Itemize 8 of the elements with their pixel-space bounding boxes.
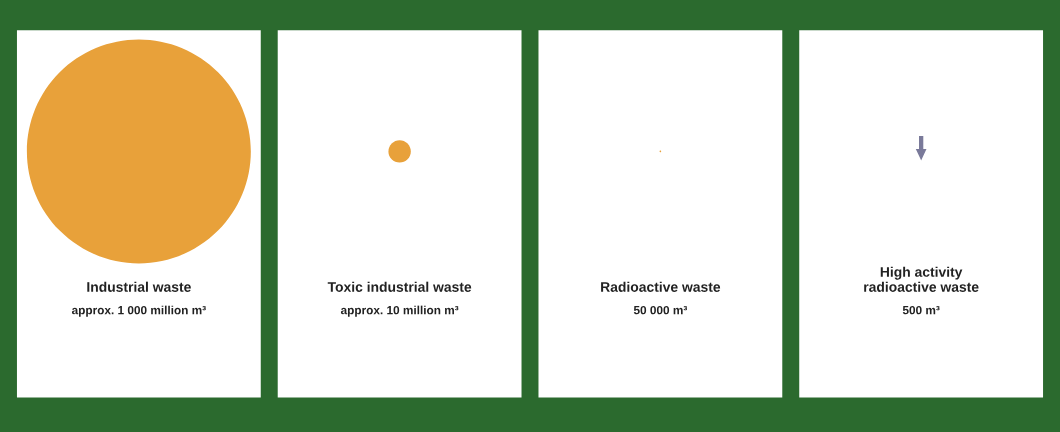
data-label: 50 000 m³ — [633, 305, 688, 315]
category-label: Radioactive waste — [601, 281, 721, 292]
category-label: High activity radioactive waste — [864, 266, 979, 292]
data-label: approx. 10 million m³ — [340, 305, 459, 317]
data-label: approx. 1 000 million m³ — [71, 305, 206, 317]
data-label: 500 m³ — [902, 305, 940, 315]
category-label: Toxic industrial waste — [327, 281, 472, 292]
category-label: Industrial waste — [87, 281, 191, 292]
